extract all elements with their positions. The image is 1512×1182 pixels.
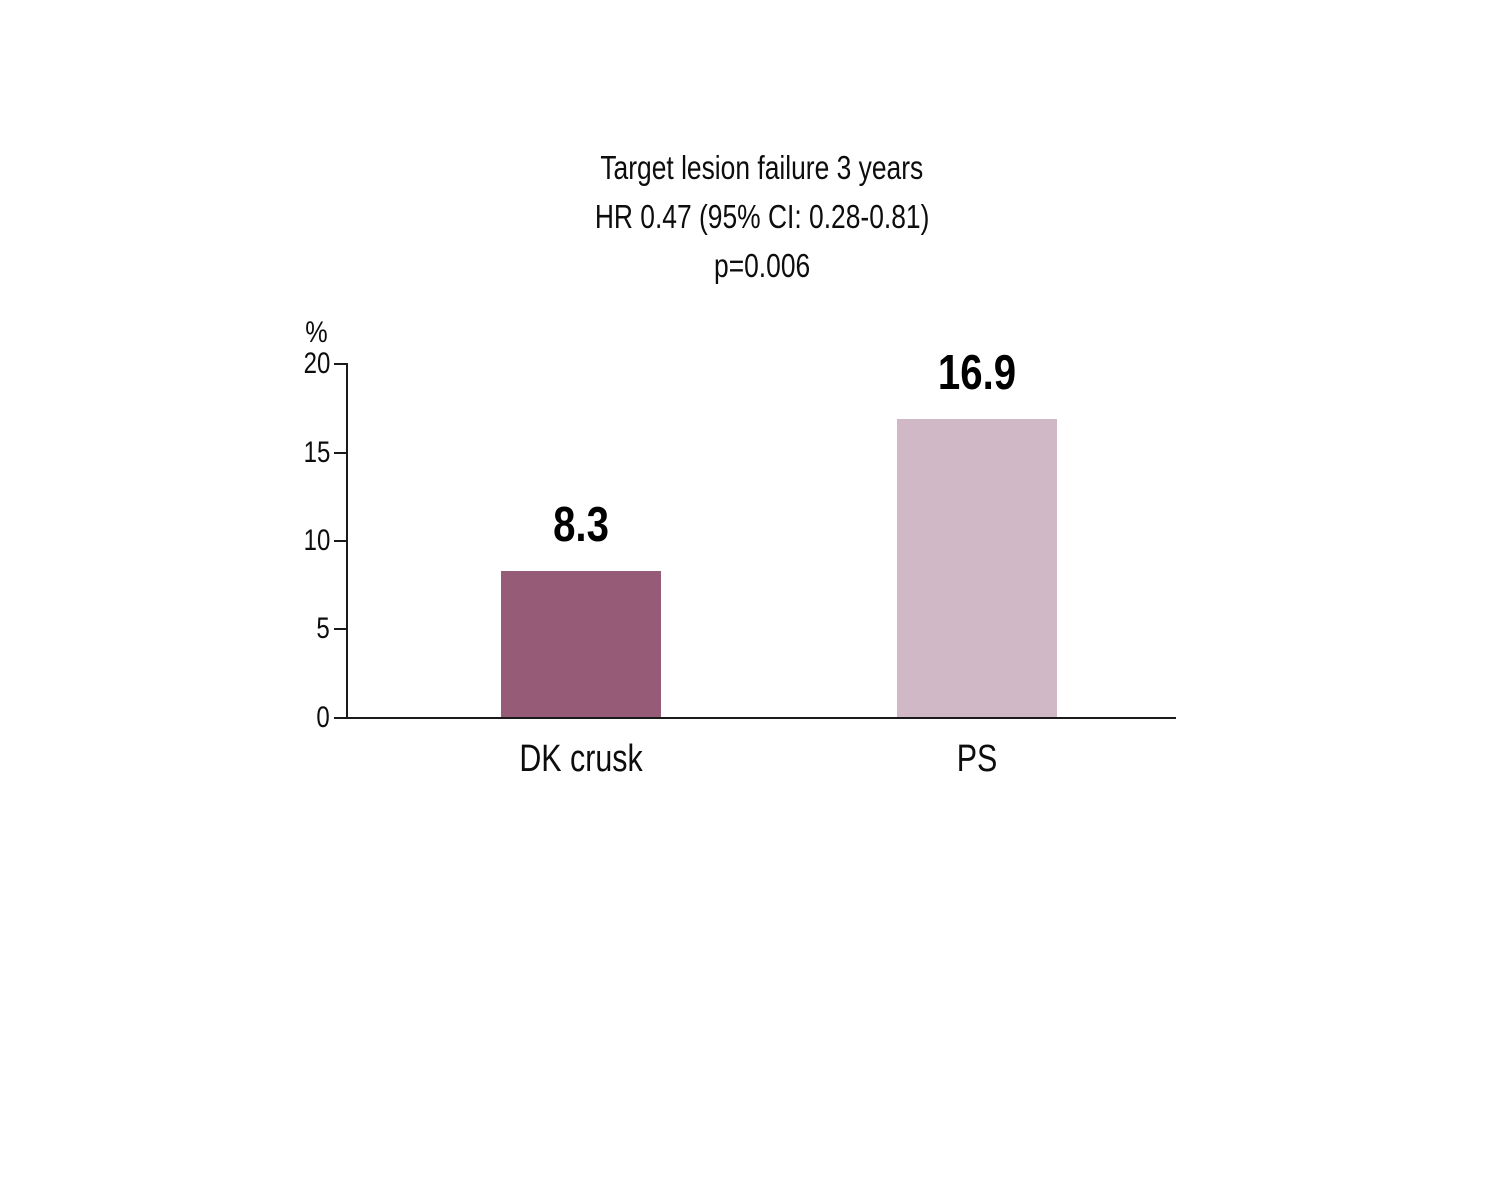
x-axis-line	[334, 717, 1176, 719]
chart-title-line-2: HR 0.47 (95% CI: 0.28-0.81)	[594, 198, 930, 235]
y-axis-tick-label: 0	[316, 701, 330, 734]
bar-dk-crusk	[501, 570, 661, 717]
y-axis-tick-label: 10	[303, 524, 330, 557]
chart-title: Target lesion failure 3 years HR 0.47 (9…	[362, 143, 1162, 290]
y-axis-line	[346, 363, 348, 719]
bar-category-label: PS	[956, 738, 998, 780]
bar-value-label: 8.3	[553, 497, 609, 552]
y-axis-unit-label: %	[305, 316, 328, 349]
y-axis-tick-label: 15	[303, 436, 330, 469]
bar-value-label: 16.9	[937, 345, 1017, 400]
y-axis-tick-mark	[334, 363, 348, 365]
chart-title-line-3: p=0.006	[713, 247, 811, 284]
chart-title-line-1: Target lesion failure 3 years	[600, 149, 924, 186]
bar-ps	[897, 418, 1057, 717]
y-axis-tick-label: 20	[303, 347, 330, 380]
y-axis-tick-mark	[334, 628, 348, 630]
y-axis-tick-mark	[334, 540, 348, 542]
y-axis-tick-mark	[334, 452, 348, 454]
y-axis-tick-label: 5	[316, 612, 330, 645]
bar-category-label: DK crusk	[519, 738, 643, 780]
